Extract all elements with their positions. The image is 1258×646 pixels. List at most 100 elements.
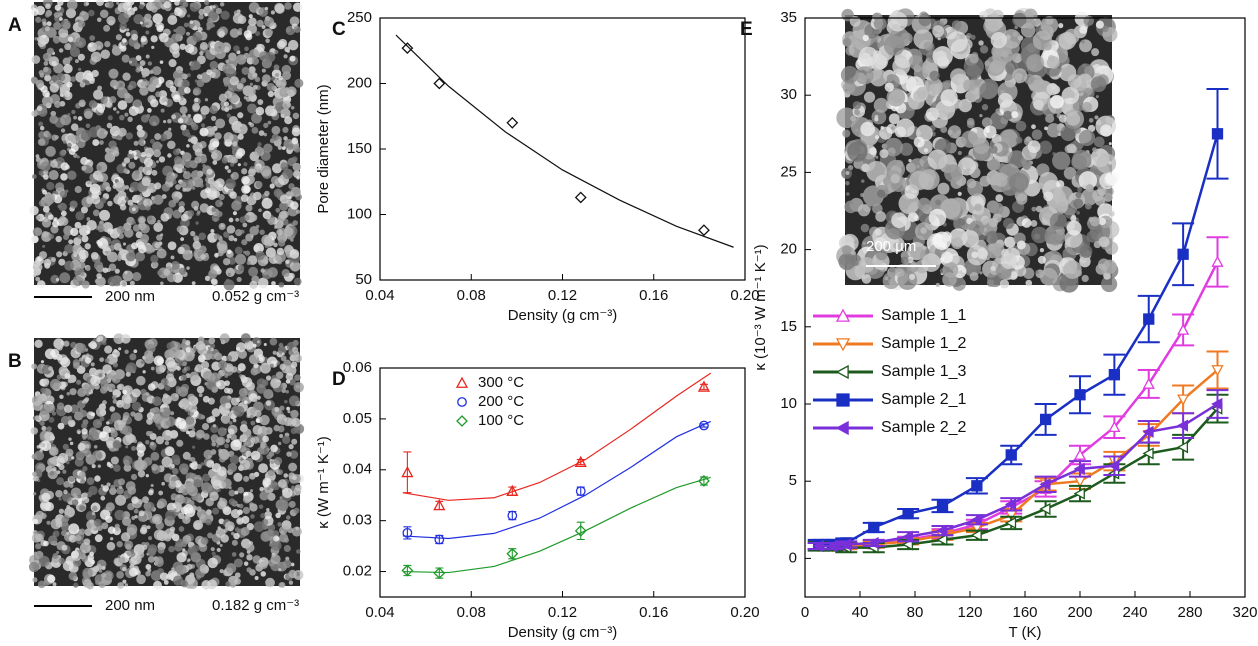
- texture-blob: [858, 204, 870, 216]
- texture-blob: [914, 137, 925, 148]
- texture-blob: [1072, 150, 1091, 169]
- texture-blob: [39, 170, 44, 175]
- texture-blob: [126, 434, 135, 443]
- texture-blob: [864, 66, 869, 71]
- texture-blob: [134, 141, 139, 146]
- texture-blob: [127, 85, 133, 91]
- texture-blob: [49, 115, 58, 124]
- texture-blob: [213, 424, 216, 427]
- texture-blob: [218, 526, 221, 529]
- texture-blob: [96, 174, 104, 182]
- texture-blob: [198, 9, 204, 15]
- texture-blob: [891, 126, 895, 130]
- texture-blob: [147, 215, 152, 220]
- texture-blob: [86, 123, 91, 128]
- x-tick-label: 0.12: [548, 287, 577, 304]
- texture-blob: [59, 272, 70, 283]
- texture-blob: [199, 51, 203, 55]
- texture-blob: [933, 46, 953, 66]
- texture-blob: [270, 378, 280, 388]
- texture-blob: [259, 504, 264, 509]
- marker: [1213, 257, 1223, 266]
- texture-blob: [146, 474, 149, 477]
- texture-blob: [159, 365, 166, 372]
- texture-blob: [203, 450, 212, 459]
- x-tick-label: 0.04: [365, 287, 394, 304]
- texture-blob: [296, 210, 300, 214]
- texture-blob: [73, 362, 80, 369]
- texture-blob: [277, 248, 284, 255]
- texture-blob: [123, 456, 133, 466]
- texture-blob: [44, 193, 55, 204]
- texture-blob: [109, 389, 112, 392]
- texture-blob: [846, 192, 849, 195]
- legend-label: Sample 1_1: [881, 307, 966, 324]
- texture-blob: [250, 514, 255, 519]
- texture-blob: [229, 218, 234, 223]
- texture-blob: [278, 479, 287, 488]
- texture-blob: [1022, 218, 1032, 228]
- texture-blob: [131, 242, 138, 249]
- texture-blob: [241, 194, 249, 202]
- texture-blob: [100, 416, 105, 421]
- texture-blob: [151, 6, 158, 13]
- texture-blob: [76, 343, 86, 353]
- texture-blob: [293, 173, 296, 176]
- texture-blob: [124, 113, 128, 117]
- texture-blob: [54, 38, 60, 44]
- plot-frame: [380, 368, 745, 597]
- texture-blob: [922, 253, 941, 272]
- texture-blob: [119, 405, 122, 408]
- texture-blob: [122, 567, 126, 571]
- texture-blob: [44, 431, 54, 441]
- texture-blob: [250, 214, 257, 221]
- texture-blob: [1096, 95, 1099, 98]
- texture-blob: [106, 186, 112, 192]
- texture-blob: [293, 113, 300, 120]
- texture-blob: [107, 462, 112, 467]
- texture-blob: [194, 206, 199, 211]
- texture-blob: [68, 416, 72, 420]
- texture-blob: [126, 252, 135, 261]
- texture-blob: [1094, 241, 1101, 248]
- sem-image: [29, 0, 303, 290]
- texture-blob: [55, 490, 63, 498]
- texture-blob: [42, 245, 45, 248]
- texture-blob: [220, 544, 223, 547]
- texture-blob: [158, 426, 162, 430]
- marker: [1006, 450, 1016, 460]
- texture-blob: [151, 46, 154, 49]
- texture-blob: [43, 379, 49, 385]
- texture-blob: [233, 406, 244, 417]
- texture-blob: [201, 580, 211, 590]
- texture-blob: [33, 519, 38, 524]
- texture-blob: [57, 204, 61, 208]
- marker: [507, 118, 517, 128]
- texture-blob: [1081, 40, 1085, 44]
- texture-blob: [1028, 140, 1041, 153]
- texture-blob: [68, 56, 73, 61]
- texture-blob: [248, 122, 251, 125]
- texture-blob: [56, 521, 63, 528]
- texture-blob: [36, 511, 45, 520]
- texture-blob: [1009, 173, 1029, 193]
- texture-blob: [174, 8, 182, 16]
- texture-blob: [265, 39, 269, 43]
- texture-blob: [179, 526, 185, 532]
- texture-blob: [294, 278, 302, 286]
- texture-blob: [84, 111, 92, 119]
- texture-blob: [112, 387, 115, 390]
- texture-blob: [43, 206, 50, 213]
- texture-blob: [256, 251, 265, 260]
- texture-blob: [263, 123, 268, 128]
- texture-blob: [847, 141, 867, 161]
- texture-blob: [144, 14, 151, 21]
- texture-blob: [238, 28, 242, 32]
- texture-blob: [1050, 213, 1067, 230]
- marker: [938, 501, 948, 511]
- texture-blob: [895, 268, 904, 277]
- texture-blob: [191, 60, 201, 70]
- texture-blob: [76, 380, 81, 385]
- texture-blob: [140, 234, 149, 243]
- texture-blob: [890, 174, 900, 184]
